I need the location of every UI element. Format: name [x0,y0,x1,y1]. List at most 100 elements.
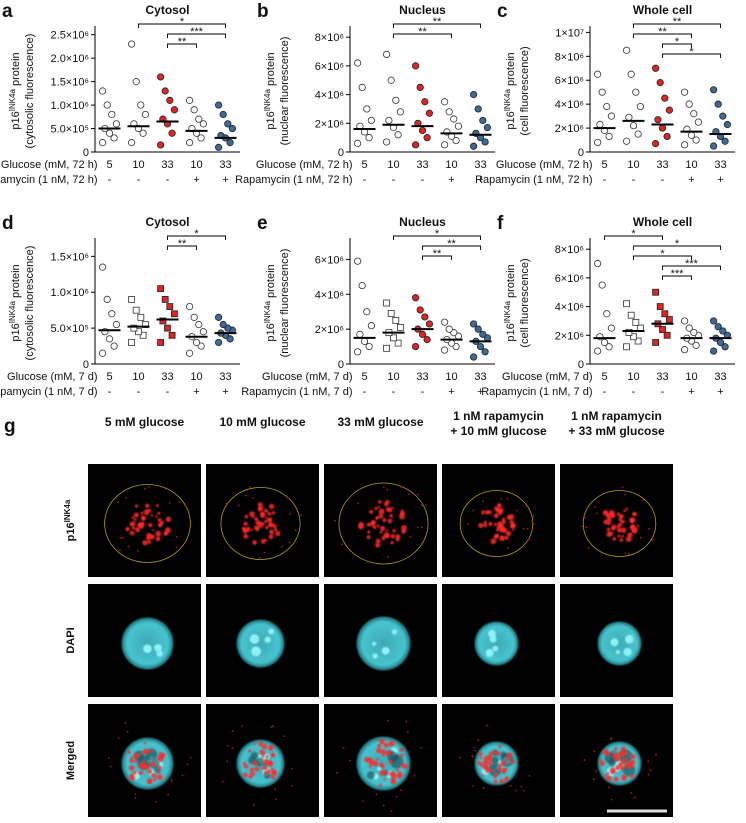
y-axis-label: p16INK4a protein [8,52,23,129]
p16-focus [273,527,278,532]
p16-cytosol [231,730,234,733]
data-point [365,134,373,142]
p16-focus [143,509,150,516]
p16-cytosol [621,486,624,489]
p16-cytosol [595,769,598,772]
data-point [603,310,611,318]
p16-cytosol [515,789,517,792]
p16-cytosol [249,486,251,488]
p16-cytosol [583,759,586,761]
x-tick-label: 10 [132,159,144,171]
p16-cytosol [258,556,261,559]
p16-focus [500,535,504,540]
p16-cytosol [583,516,586,519]
p16-focus [368,765,372,768]
x-tick-label: 10 [627,371,639,383]
p16-focus [140,511,144,515]
data-point [680,317,689,325]
p16-focus [621,534,625,538]
significance-bracket [422,245,481,250]
x-tick-label: + [477,386,483,398]
x-tick-label: + [688,174,694,186]
p16-cytosol [127,545,130,548]
x-row-label: Glucose (mM, 7 d) [7,371,97,383]
data-point [219,320,227,329]
p16-focus [613,776,619,782]
p16-focus [493,750,497,754]
y-axis-label: (cytosolic fluorescence) [24,34,36,149]
p16-focus [358,521,364,528]
significance-label: * [660,248,665,260]
chromocenter [381,646,390,655]
p16-focus [614,753,619,758]
p16-cytosol [226,760,229,763]
p16-focus [253,541,257,545]
data-point [603,102,611,111]
x-row-label: Glucose (mM, 72 h) [1,159,98,171]
p16-cytosol [420,526,423,529]
y-tick-label: 0 [83,359,89,371]
p16-focus [387,518,393,524]
panel-label: e [257,213,268,234]
p16-focus [157,511,161,516]
p16-focus [479,762,484,767]
p16-cytosol [186,763,189,766]
data-point [593,347,602,355]
data-point [593,138,602,147]
p16-focus [376,747,382,754]
p16-focus [390,506,394,510]
dark-region [389,754,404,769]
chart-title: Cytosol [145,215,189,229]
data-point [598,88,606,96]
p16-cytosol [342,746,345,749]
y-tick-label: 1.0×10⁶ [51,287,89,299]
chromocenter [372,641,377,646]
data-point [137,313,145,321]
p16-cytosol [506,497,509,500]
p16-cytosol [641,499,644,501]
micrograph [442,464,555,577]
p16-focus [268,534,274,540]
data-point [481,138,489,146]
p16-cytosol [482,500,485,503]
p16-focus [164,527,171,534]
p16-focus [377,505,381,509]
y-label-part: protein [10,52,22,89]
x-tick-label: + [222,386,228,398]
data-point [651,140,660,148]
dark-region [366,771,375,780]
p16-cytosol [357,502,360,505]
x-tick-label: - [603,174,607,186]
p16-focus [265,526,268,529]
p16-cytosol [189,756,192,759]
p16-cytosol [294,529,297,531]
data-point [625,113,633,121]
data-point [440,318,449,326]
y-axis-label: p16INK4a protein [8,264,23,341]
significance-label: *** [685,258,699,270]
data-point [622,137,631,145]
data-point [105,129,114,137]
data-point [396,108,404,116]
p16-cytosol [171,780,173,783]
dark-region [491,756,499,764]
data-point [164,324,171,332]
p16-focus [630,754,636,760]
data-point [166,96,174,104]
y-axis-label: (cell fluorescence) [519,258,531,347]
p16-focus [268,745,274,751]
p16-focus [481,774,485,777]
x-row-label: Rapamycin (1 nM, 72 h) [475,174,592,186]
p16-focus [155,536,161,542]
chart-title: Whole cell [633,215,692,229]
data-point [139,331,147,339]
data-point [440,346,449,354]
p16-cytosol [647,760,650,763]
p16-focus [493,513,499,519]
data-point [593,259,602,268]
p16-cytosol [270,726,273,728]
p16-focus [133,518,137,522]
p16-focus [380,525,386,531]
data-point [634,130,642,138]
data-point [363,105,371,113]
